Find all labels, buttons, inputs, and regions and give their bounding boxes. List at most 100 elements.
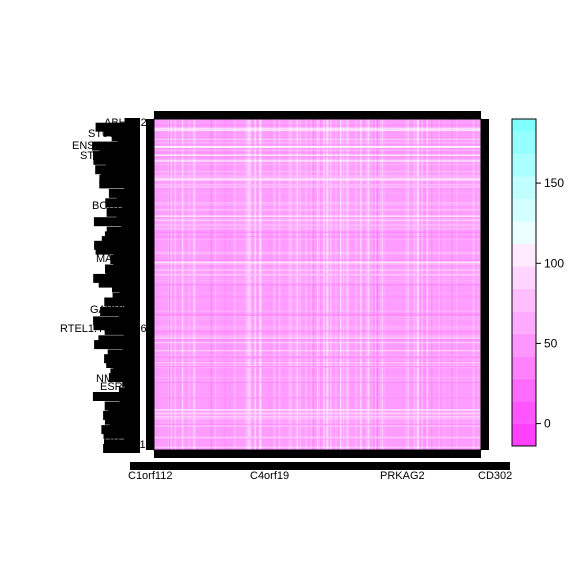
heat-row-stripe	[154, 382, 481, 383]
row-label: GAPDH	[90, 304, 129, 316]
heat-row-stripe	[154, 380, 481, 381]
row-label: MAP3K2	[96, 253, 139, 265]
heat-row-stripe	[154, 422, 481, 423]
heat-row-stripe	[154, 144, 481, 146]
heat-row-stripe	[154, 160, 481, 162]
colorbar-segment	[512, 311, 536, 333]
heat-row-stripe	[154, 149, 481, 151]
heat-row-stripe	[154, 339, 481, 340]
heat-row-stripe	[154, 187, 481, 189]
heat-row-stripe	[154, 156, 481, 158]
heat-row-stripe	[154, 416, 481, 417]
heat-row-stripe	[154, 130, 481, 132]
heat-row-stripe	[154, 282, 481, 283]
row-labels: ABHD12ST6GAL1ENSG00000STON1BORCS8MAP3K2G…	[60, 117, 154, 453]
column-label: PRKAG2	[380, 470, 425, 482]
heat-row-stripe	[154, 363, 481, 364]
heat-row-stripe	[154, 202, 481, 203]
colorbar-tick-label: 100	[544, 256, 564, 270]
heat-row-stripe	[154, 301, 481, 302]
heat-row-stripe	[154, 152, 481, 153]
heat-row-stripe	[154, 180, 481, 181]
heat-row-stripe	[154, 139, 481, 140]
heat-row-stripe	[154, 193, 481, 194]
heat-row-stripe	[154, 251, 481, 252]
row-label: STON1	[80, 150, 116, 162]
heat-row-stripe	[154, 204, 481, 206]
heat-row-stripe	[154, 316, 481, 317]
heat-row-stripe	[154, 357, 481, 359]
colorbar-tick-label: 0	[544, 417, 551, 431]
colorbar-segment	[512, 132, 536, 154]
heat-row-stripe	[154, 410, 481, 411]
heat-row-stripe	[154, 335, 481, 337]
row-label: TNFSF12	[104, 439, 152, 451]
row-tick-band-right	[481, 119, 489, 450]
colorbar-segment	[512, 334, 536, 356]
heat-row-stripe	[154, 413, 481, 415]
heat-row-stripe	[154, 253, 481, 254]
heat-row-stripe	[154, 259, 481, 261]
heat-row-stripe	[154, 218, 481, 219]
heat-row-stripe	[154, 315, 481, 316]
heat-row-stripe	[154, 155, 481, 157]
heat-row-stripe	[154, 270, 481, 271]
heat-row-stripe	[154, 447, 481, 448]
heat-row-stripe	[154, 146, 481, 148]
heat-row-stripe	[154, 319, 481, 320]
row-tick-band-left	[146, 119, 154, 450]
colorbar: 0 50 100 150	[512, 119, 564, 446]
heat-row-stripe	[154, 284, 481, 285]
heat-row-stripe	[154, 328, 481, 329]
colorbar-segment	[512, 119, 536, 132]
heat-row-stripe	[154, 377, 481, 378]
row-label: BORCS8	[92, 200, 137, 212]
heat-row-stripe	[154, 228, 481, 230]
column-label: C1orf112	[128, 470, 172, 482]
heat-row-stripe	[154, 425, 481, 427]
colorbar-segment	[512, 222, 536, 244]
heat-row-stripe	[154, 232, 481, 234]
heat-row-stripe	[154, 274, 481, 276]
colorbar-segment	[512, 289, 536, 311]
column-label-clutter	[130, 462, 510, 470]
heat-row-stripe	[154, 437, 481, 439]
heat-row-stripe	[154, 342, 481, 343]
heat-row-stripe	[154, 225, 481, 226]
heat-row-stripe	[154, 418, 481, 420]
heat-row-stripe	[154, 338, 481, 340]
colorbar-segment	[512, 199, 536, 221]
colorbar-segment	[512, 244, 536, 266]
heat-row-stripe	[154, 176, 481, 177]
heat-row-stripe	[154, 278, 481, 279]
colorbar-segment	[512, 154, 536, 176]
heat-row-stripe	[154, 422, 481, 423]
heat-row-stripe	[154, 219, 481, 221]
heat-row-stripe	[154, 262, 481, 264]
heat-row-stripe	[154, 293, 481, 294]
heat-row-stripe	[154, 366, 481, 367]
heat-row-stripe	[154, 239, 481, 240]
heat-row-stripe	[154, 184, 481, 186]
row-label: ST6GAL1	[88, 128, 136, 140]
heat-row-stripe	[154, 175, 481, 177]
heat-row-stripe	[154, 128, 481, 130]
heat-row-stripe	[154, 264, 481, 265]
heat-row-stripe	[154, 218, 481, 219]
heat-row-stripe	[154, 439, 481, 440]
heat-row-stripe	[154, 355, 481, 356]
heat-row-stripe	[154, 297, 481, 298]
column-label: C4orf19	[250, 470, 289, 482]
col-tick-band-bottom	[154, 450, 481, 458]
heat-row-stripe	[154, 189, 481, 190]
heat-row-stripe	[154, 164, 481, 165]
colorbar-segment	[512, 424, 536, 446]
heat-row-stripe	[154, 159, 481, 160]
column-label: CD302	[478, 470, 512, 482]
heat-row-stripe	[154, 186, 481, 187]
column-labels: C1orf112 C4orf19 PRKAG2 CD302	[128, 462, 512, 482]
colorbar-tick-label: 50	[544, 336, 558, 350]
colorbar-segment	[512, 267, 536, 289]
heat-row-stripe	[154, 326, 481, 327]
heat-row-stripe	[154, 269, 481, 271]
